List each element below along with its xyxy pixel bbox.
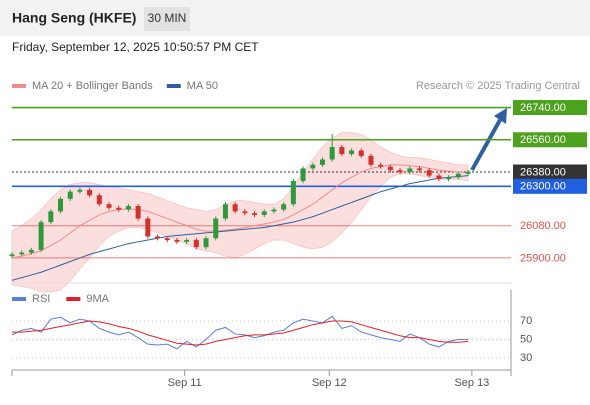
candle-body (300, 168, 306, 181)
candle-body (87, 189, 93, 196)
candle-body (281, 204, 287, 210)
x-tick-label: Sep 13 (454, 377, 489, 389)
legend-label: MA 20 + Bollinger Bands (32, 80, 153, 92)
legend-label: RSI (32, 293, 50, 305)
candle-body (58, 198, 64, 212)
bollinger-band (11, 132, 469, 293)
y-tick-label: 50 (520, 333, 532, 345)
candle-body (465, 171, 471, 174)
candle-body (446, 177, 452, 180)
level-box (513, 100, 587, 116)
candle-body (339, 146, 345, 155)
level-box (513, 164, 587, 180)
header-bar (0, 0, 590, 36)
candle-body (261, 211, 267, 215)
candle-body (426, 170, 432, 176)
candle-body (203, 238, 209, 248)
y-tick-label: 70 (520, 315, 532, 327)
level-label: 26380.00 (520, 166, 566, 178)
forecast-arrow (470, 119, 502, 171)
indicator-line (11, 315, 468, 350)
x-tick-label: Sep 11 (168, 377, 202, 389)
candle-body (135, 206, 141, 219)
forecast-arrowhead (494, 108, 507, 124)
level-label: 26300.00 (520, 181, 566, 193)
candle-body (77, 189, 83, 192)
legend-label: 9MA (86, 293, 109, 305)
timestamp: Friday, September 12, 2025 10:50:57 PM C… (12, 40, 259, 54)
interval-box (144, 7, 190, 31)
ma-line (11, 175, 469, 281)
level-label: 26080.00 (520, 220, 566, 232)
candle-body (242, 211, 248, 214)
candle-body (19, 252, 25, 255)
candle-body (319, 159, 325, 165)
candle-body (397, 170, 403, 172)
candle-body (155, 236, 161, 239)
candle-body (145, 218, 151, 237)
title: Hang Seng (HKFE) (12, 10, 136, 26)
level-label: 26740.00 (520, 102, 566, 114)
level-label: 26560.00 (520, 134, 566, 146)
candle-body (232, 204, 238, 212)
candle-body (271, 209, 277, 212)
level-box (513, 178, 587, 194)
level-box (513, 132, 587, 148)
candle-body (436, 175, 442, 180)
candle-body (164, 238, 170, 241)
candle-body (28, 249, 34, 253)
candle-body (213, 218, 219, 239)
candle-body (290, 180, 296, 205)
candle-body (106, 204, 112, 208)
candle-body (358, 150, 364, 156)
candle-body (184, 240, 190, 242)
candle-body (48, 211, 54, 223)
candle-body (407, 168, 413, 172)
candle-body (125, 206, 131, 210)
candle-body (455, 173, 461, 178)
candle-body (310, 164, 316, 169)
credit: Research © 2025 Trading Central (416, 80, 580, 92)
x-tick-label: Sep 12 (312, 377, 347, 389)
candle-body (9, 254, 15, 257)
candle-body (368, 155, 374, 165)
y-tick-label: 30 (520, 352, 532, 364)
indicator-line (12, 320, 469, 346)
candle-body (116, 207, 122, 210)
candle-body (174, 240, 180, 242)
candle-body (96, 195, 102, 205)
level-label: 25900.00 (520, 252, 566, 264)
candle-body (38, 222, 44, 250)
candle-body (349, 150, 355, 155)
candle-body (378, 164, 384, 167)
candle-body (416, 168, 422, 171)
candle-body (387, 166, 393, 171)
candle-body (329, 146, 335, 160)
candle-body (193, 240, 199, 248)
interval: 30 MIN (148, 11, 187, 25)
legend-label: MA 50 (187, 80, 218, 92)
candle-body (67, 191, 73, 199)
candle-body (222, 204, 228, 219)
candle-body (252, 213, 258, 215)
ma-line (11, 164, 469, 259)
